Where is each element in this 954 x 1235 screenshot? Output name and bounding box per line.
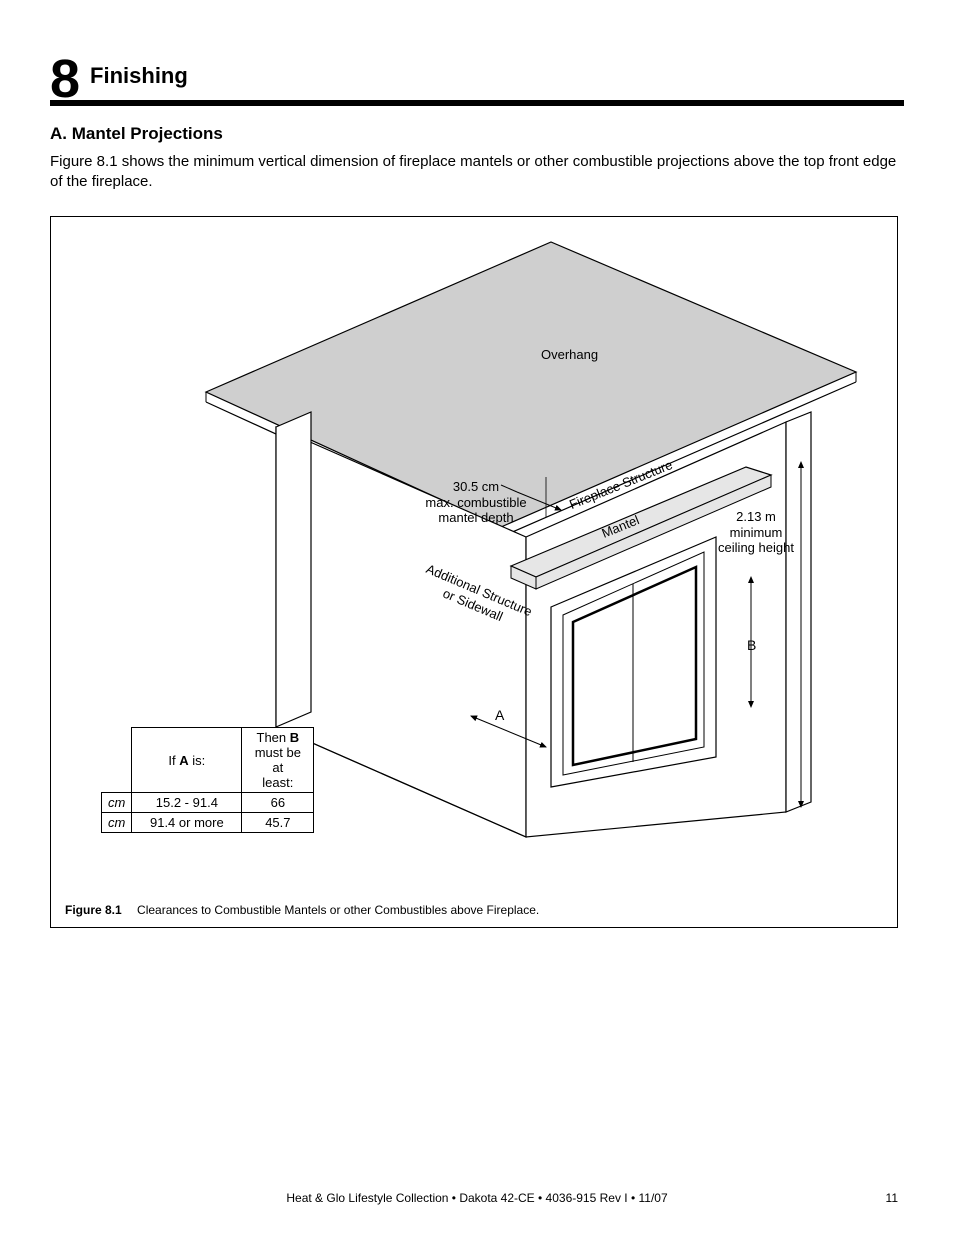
figure-text: Clearances to Combustible Mantels or oth… bbox=[137, 903, 539, 917]
chapter-header: 8 Finishing bbox=[50, 55, 904, 106]
unit-cell: cm bbox=[102, 793, 132, 813]
ceiling-value: 2.13 m bbox=[736, 509, 776, 524]
label-depth: 30.5 cm max. combustible mantel depth bbox=[421, 479, 531, 526]
ceiling-l2: ceiling height bbox=[718, 540, 794, 555]
cell-b: 45.7 bbox=[242, 813, 314, 833]
label-dim-a: A bbox=[495, 707, 504, 724]
table-row: cm 15.2 - 91.4 66 bbox=[102, 793, 314, 813]
col-b-header: Then B must be at least: bbox=[242, 728, 314, 793]
unit-cell: cm bbox=[102, 813, 132, 833]
figure-container: Overhang 30.5 cm max. combustible mantel… bbox=[50, 216, 898, 928]
section-heading: A. Mantel Projections bbox=[50, 124, 904, 144]
page-footer: Heat & Glo Lifestyle Collection • Dakota… bbox=[0, 1191, 954, 1205]
figure-caption: Figure 8.1 Clearances to Combustible Man… bbox=[65, 903, 539, 917]
chapter-title: Finishing bbox=[90, 63, 188, 91]
figure-label: Figure 8.1 bbox=[65, 903, 122, 917]
depth-l1: max. combustible bbox=[425, 495, 526, 510]
label-ceiling: 2.13 m minimum ceiling height bbox=[711, 509, 801, 556]
cell-b: 66 bbox=[242, 793, 314, 813]
label-overhang: Overhang bbox=[541, 347, 598, 363]
ceiling-l1: minimum bbox=[730, 525, 783, 540]
chapter-number: 8 bbox=[50, 55, 80, 104]
table-row: cm 91.4 or more 45.7 bbox=[102, 813, 314, 833]
clearance-table: If A is: Then B must be at least: cm 15.… bbox=[101, 727, 314, 833]
page-number: 11 bbox=[886, 1191, 898, 1205]
section-body: Figure 8.1 shows the minimum vertical di… bbox=[50, 152, 904, 193]
label-dim-b: B bbox=[747, 637, 756, 654]
cell-a: 91.4 or more bbox=[132, 813, 242, 833]
depth-value: 30.5 cm bbox=[453, 479, 499, 494]
col-a-header: If A is: bbox=[132, 728, 242, 793]
depth-l2: mantel depth bbox=[438, 510, 513, 525]
cell-a: 15.2 - 91.4 bbox=[132, 793, 242, 813]
